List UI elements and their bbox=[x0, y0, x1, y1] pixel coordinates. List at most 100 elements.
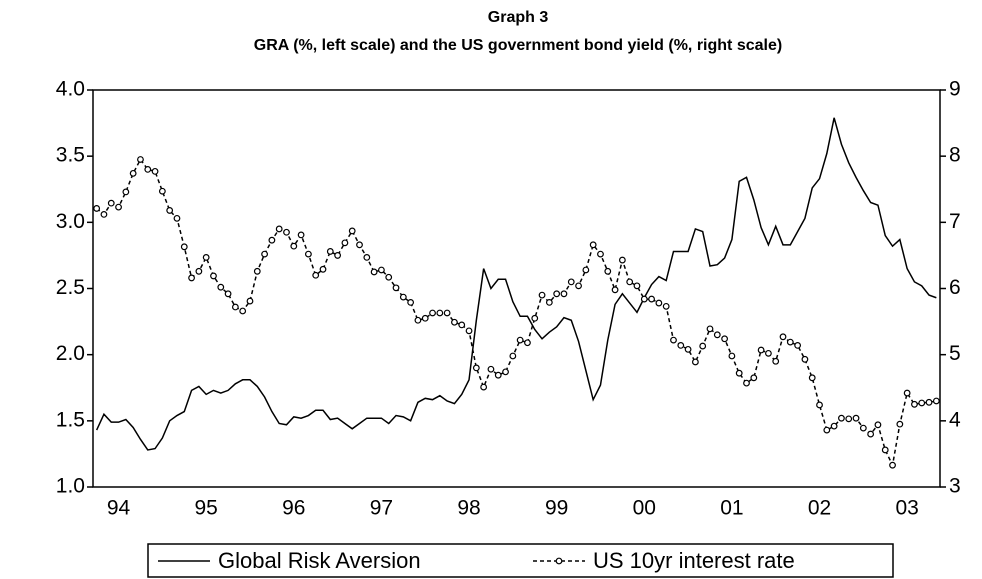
series-marker bbox=[210, 272, 217, 280]
y-tick-label: 4.0 bbox=[56, 78, 85, 101]
series-marker bbox=[509, 352, 517, 360]
series-marker bbox=[889, 461, 896, 469]
series-marker bbox=[122, 188, 130, 196]
series-marker bbox=[553, 290, 561, 298]
series-marker bbox=[188, 274, 195, 282]
x-tick-label: 03 bbox=[895, 497, 918, 520]
series-marker bbox=[297, 231, 305, 239]
y-tick-label: 1.0 bbox=[56, 475, 85, 498]
series-marker bbox=[713, 331, 721, 339]
series-marker bbox=[407, 298, 415, 306]
series-marker bbox=[472, 364, 480, 372]
series-marker bbox=[589, 241, 597, 249]
series-marker bbox=[706, 325, 714, 333]
y2-tick-label: 3 bbox=[949, 475, 961, 498]
y-tick-label: 2.5 bbox=[56, 276, 85, 299]
series-marker bbox=[531, 314, 539, 322]
series-marker bbox=[312, 271, 320, 279]
series-marker bbox=[684, 345, 692, 353]
series-marker bbox=[202, 254, 210, 261]
series-marker bbox=[356, 241, 363, 249]
series-marker bbox=[487, 365, 495, 373]
series-marker bbox=[524, 339, 531, 347]
x-tick-label: 99 bbox=[545, 497, 568, 520]
series-marker bbox=[341, 239, 349, 247]
y-tick-label: 1.5 bbox=[56, 408, 85, 431]
series-marker bbox=[115, 203, 122, 211]
series-marker bbox=[786, 338, 794, 346]
y2-tick-label: 5 bbox=[949, 342, 961, 365]
series-marker bbox=[575, 282, 582, 290]
series-marker bbox=[816, 401, 823, 409]
series-marker bbox=[494, 371, 502, 379]
series-marker bbox=[648, 295, 655, 303]
series-marker bbox=[750, 374, 758, 382]
series-marker bbox=[633, 282, 641, 290]
series-marker bbox=[319, 265, 327, 273]
series-marker bbox=[699, 342, 707, 350]
y-tick-label: 3.5 bbox=[56, 144, 85, 167]
series-marker bbox=[93, 205, 101, 212]
series-marker bbox=[911, 400, 918, 408]
x-tick-label: 95 bbox=[194, 497, 217, 520]
series-line bbox=[95, 117, 937, 451]
series-marker bbox=[611, 286, 619, 294]
series-marker bbox=[794, 342, 802, 349]
series-marker bbox=[283, 228, 290, 236]
series-marker bbox=[560, 290, 568, 298]
series-marker bbox=[830, 422, 838, 430]
series-marker bbox=[231, 303, 239, 311]
legend-marker bbox=[555, 557, 563, 565]
chart-subtitle: GRA (%, left scale) and the US governmen… bbox=[254, 37, 782, 54]
series-marker bbox=[217, 283, 225, 291]
y2-tick-label: 9 bbox=[949, 78, 961, 101]
series-marker bbox=[224, 290, 232, 298]
x-tick-label: 94 bbox=[107, 497, 131, 520]
series-marker bbox=[597, 250, 604, 258]
series-marker bbox=[436, 309, 444, 317]
series-marker bbox=[378, 266, 385, 274]
series-marker bbox=[925, 398, 933, 406]
x-tick-label: 97 bbox=[370, 497, 393, 520]
y2-tick-label: 7 bbox=[949, 210, 961, 233]
series-marker bbox=[385, 273, 393, 281]
series-marker bbox=[443, 309, 451, 317]
series-marker bbox=[268, 236, 276, 244]
series-marker bbox=[363, 254, 371, 261]
series-marker bbox=[516, 336, 524, 344]
series-marker bbox=[859, 424, 867, 432]
series-marker bbox=[640, 295, 648, 303]
series-marker bbox=[545, 298, 553, 306]
series-marker bbox=[480, 383, 488, 391]
legend-box bbox=[147, 543, 894, 578]
series-marker bbox=[867, 430, 875, 438]
series-marker bbox=[691, 358, 699, 366]
series-marker bbox=[502, 368, 509, 376]
series-marker bbox=[290, 242, 298, 250]
series-marker bbox=[743, 379, 750, 387]
series-marker bbox=[903, 389, 911, 397]
x-tick-label: 98 bbox=[457, 497, 480, 520]
series-marker bbox=[852, 414, 860, 422]
series-marker bbox=[348, 227, 356, 235]
series-marker bbox=[896, 420, 904, 428]
y2-tick-label: 6 bbox=[949, 276, 961, 299]
x-tick-label: 00 bbox=[633, 497, 656, 520]
series-marker bbox=[458, 321, 466, 329]
series-marker bbox=[129, 169, 137, 177]
series-marker bbox=[765, 349, 772, 357]
series-marker bbox=[823, 426, 831, 434]
series-marker bbox=[618, 256, 626, 264]
series-marker bbox=[757, 346, 765, 354]
series-marker bbox=[662, 302, 670, 310]
series-marker bbox=[838, 414, 845, 422]
series-marker bbox=[772, 357, 780, 365]
series-marker bbox=[158, 187, 166, 195]
series-marker bbox=[582, 266, 590, 274]
series-marker bbox=[845, 415, 853, 423]
series-marker bbox=[414, 316, 422, 324]
series-marker bbox=[881, 446, 889, 454]
series-marker bbox=[626, 278, 634, 286]
series-marker bbox=[451, 318, 458, 326]
